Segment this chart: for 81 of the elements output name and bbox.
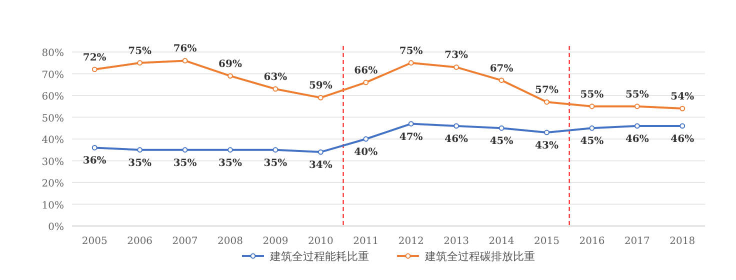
- data-label: 73%: [444, 50, 469, 62]
- point: [634, 104, 640, 110]
- point: [634, 123, 640, 129]
- x-tick-label: 2013: [444, 236, 470, 247]
- x-tick-label: 2017: [624, 236, 650, 247]
- y-tick-label: 10%: [42, 200, 64, 212]
- y-tick-label: 80%: [42, 48, 64, 59]
- point: [680, 123, 686, 129]
- x-tick-label: 2005: [82, 236, 108, 247]
- data-label: 54%: [670, 92, 695, 103]
- point: [589, 125, 595, 131]
- point: [498, 125, 504, 131]
- data-label: 66%: [354, 65, 378, 76]
- data-label: 34%: [308, 160, 333, 172]
- x-tick-label: 2008: [218, 236, 243, 247]
- x-tick-label: 2018: [670, 236, 696, 247]
- point: [454, 123, 460, 129]
- y-tick-label: 20%: [42, 178, 64, 190]
- data-label: 75%: [128, 46, 152, 57]
- data-label: 45%: [490, 136, 514, 148]
- point: [363, 80, 369, 86]
- x-tick-label: 2007: [172, 236, 198, 247]
- y-tick-label: 0%: [48, 222, 64, 233]
- x-tick-label: 2006: [127, 236, 153, 247]
- data-label: 67%: [490, 63, 514, 74]
- point: [137, 147, 143, 153]
- point: [680, 106, 686, 112]
- data-label: 59%: [308, 80, 333, 92]
- data-label: 40%: [354, 147, 378, 158]
- x-tick-label: 2010: [308, 236, 334, 247]
- x-tick-label: 2016: [579, 236, 605, 247]
- point: [544, 99, 550, 105]
- data-label: 75%: [399, 46, 424, 57]
- point: [228, 73, 233, 79]
- data-label: 63%: [264, 72, 288, 83]
- data-label: 36%: [82, 156, 107, 167]
- point: [408, 60, 414, 66]
- point: [318, 149, 324, 155]
- data-label: 55%: [580, 89, 604, 100]
- point: [498, 78, 504, 83]
- x-tick-label: 2009: [262, 236, 288, 247]
- point: [408, 121, 414, 126]
- data-label: 43%: [535, 140, 559, 152]
- point: [272, 86, 278, 92]
- point: [228, 147, 233, 153]
- point: [589, 104, 595, 110]
- y-tick-label: 70%: [42, 70, 64, 81]
- legend-label: 建筑全过程碳排放比重: [424, 250, 535, 263]
- data-label: 55%: [625, 89, 650, 100]
- x-tick-label: 2011: [353, 236, 379, 247]
- data-label: 57%: [535, 85, 559, 96]
- x-tick-label: 2012: [398, 236, 424, 247]
- point: [318, 94, 324, 100]
- data-label: 46%: [670, 134, 695, 145]
- data-label: 72%: [82, 52, 107, 64]
- y-tick-label: 50%: [42, 113, 64, 124]
- data-label: 45%: [580, 136, 604, 148]
- y-tick-label: 30%: [42, 156, 64, 168]
- data-label: 35%: [173, 158, 198, 169]
- point: [137, 60, 143, 66]
- x-tick-label: 2015: [534, 236, 560, 247]
- legend-label: 建筑全过程能耗比重: [269, 250, 369, 263]
- point: [544, 130, 550, 136]
- data-label: 35%: [264, 158, 288, 169]
- point: [363, 136, 369, 142]
- data-label: 46%: [444, 134, 469, 145]
- data-label: 35%: [218, 158, 242, 169]
- point: [182, 58, 188, 64]
- data-label: 46%: [625, 134, 650, 145]
- y-tick-label: 60%: [42, 92, 64, 102]
- point: [92, 145, 98, 150]
- y-tick-label: 40%: [42, 135, 64, 146]
- data-label: 76%: [173, 44, 198, 55]
- point: [272, 147, 278, 153]
- data-label: 47%: [399, 132, 424, 143]
- x-tick-label: 2014: [488, 236, 514, 247]
- point: [454, 64, 460, 70]
- data-label: 69%: [218, 58, 242, 70]
- point: [182, 147, 188, 153]
- data-label: 35%: [128, 158, 152, 169]
- point: [92, 66, 98, 72]
